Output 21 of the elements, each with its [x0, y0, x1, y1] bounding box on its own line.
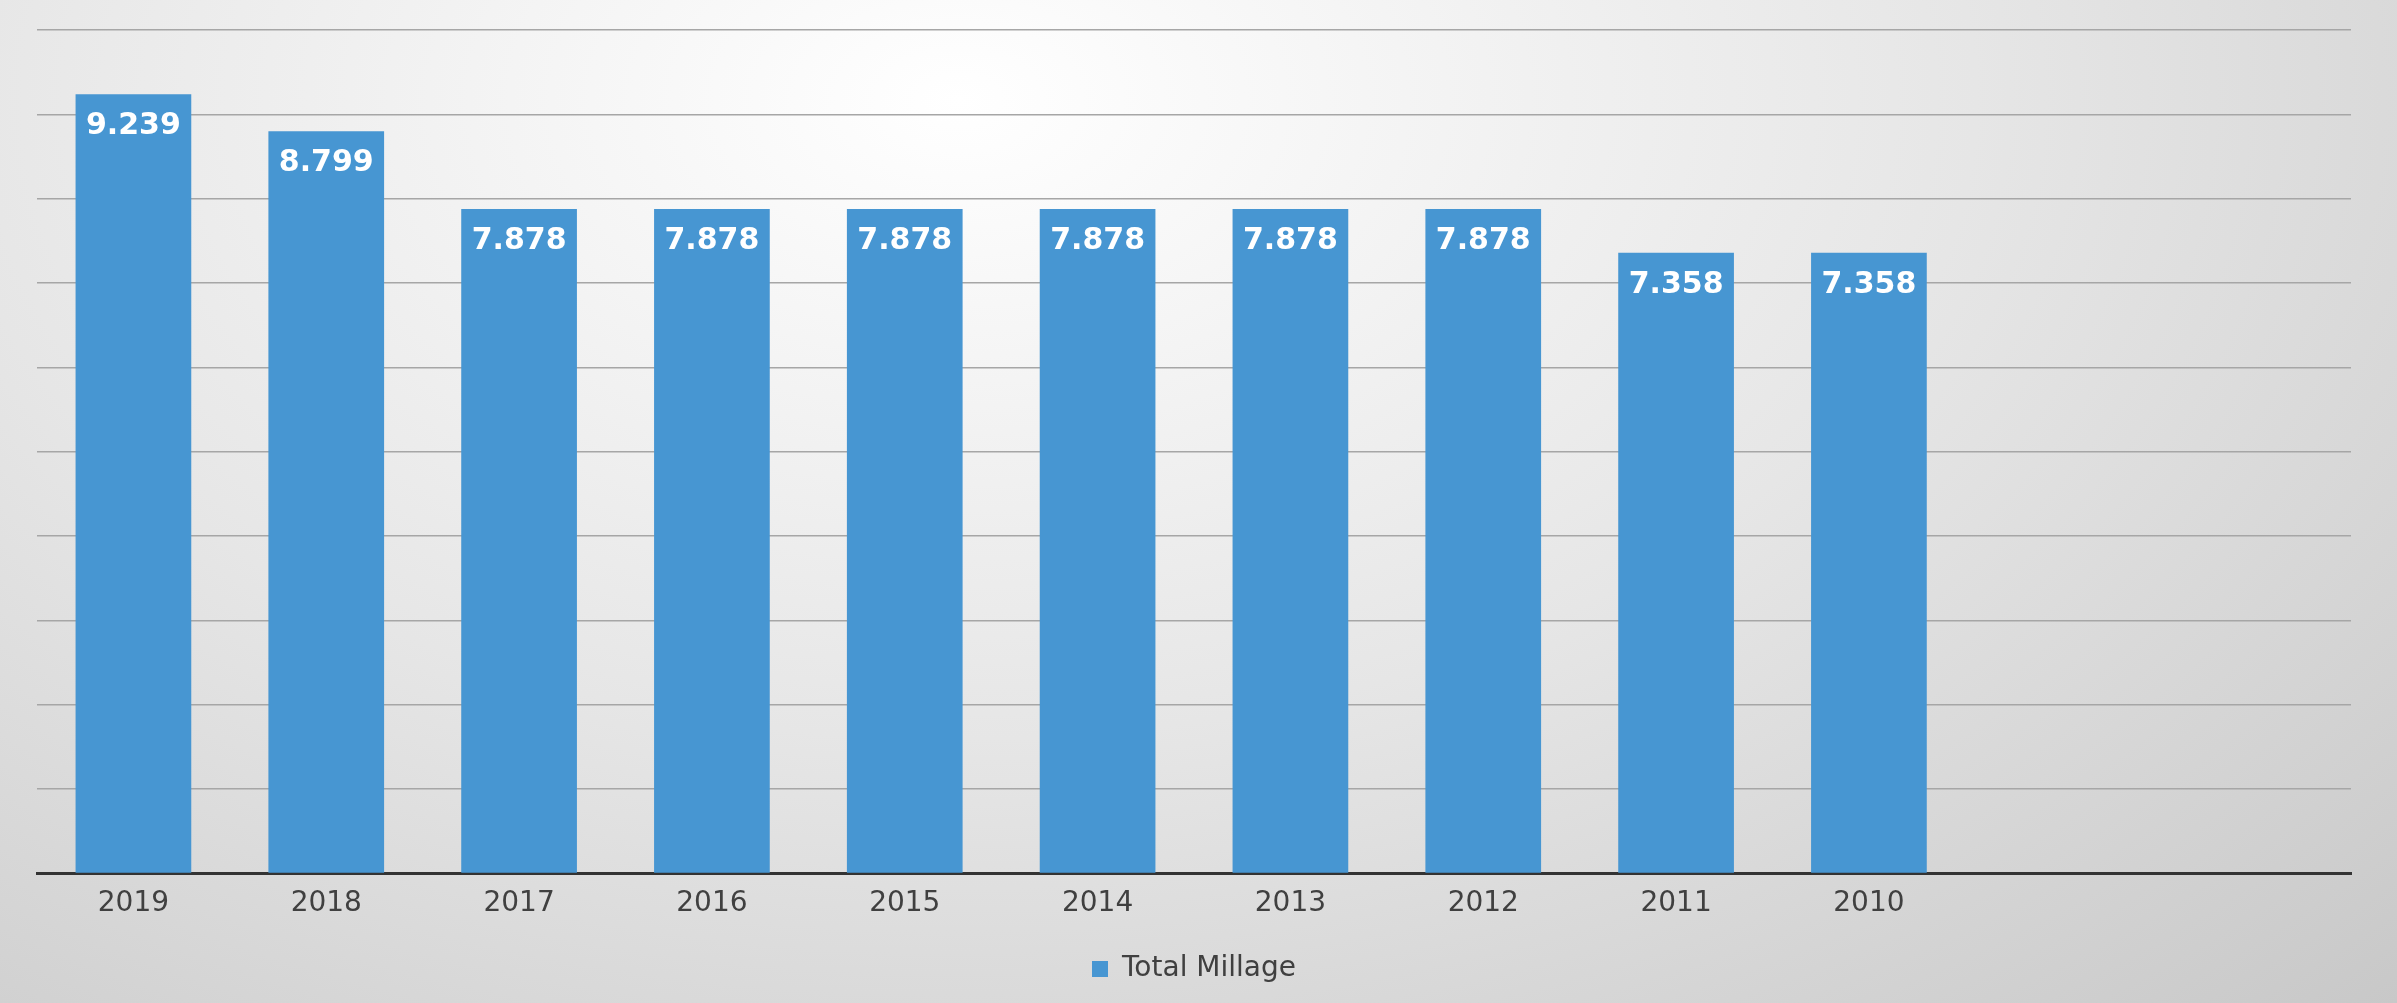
data-label: 7.878: [664, 220, 760, 256]
x-tick-label: 2012: [1447, 885, 1519, 919]
data-label: 7.358: [1628, 264, 1724, 300]
x-tick-label: 2011: [1640, 885, 1712, 919]
x-tick-label: 2019: [97, 885, 170, 919]
x-tick-label: 2013: [1254, 885, 1327, 919]
data-label: 7.878: [857, 220, 953, 256]
x-tick-label: 2017: [483, 885, 555, 919]
data-label: 7.358: [1821, 264, 1917, 300]
x-tick-label: 2015: [869, 885, 941, 919]
data-label: 9.239: [85, 105, 181, 141]
legend-label: Total Millage: [1121, 950, 1296, 984]
data-label: 7.878: [1050, 220, 1146, 256]
x-tick-label: 2016: [676, 885, 748, 919]
data-label: 7.878: [471, 220, 567, 256]
data-label: 8.799: [278, 143, 374, 179]
x-tick-label: 2010: [1833, 885, 1905, 919]
data-label: 7.878: [1242, 220, 1338, 256]
data-label: 7.878: [1435, 220, 1531, 256]
x-tick-label: 2014: [1061, 885, 1134, 919]
x-tick-label: 2018: [290, 885, 362, 919]
